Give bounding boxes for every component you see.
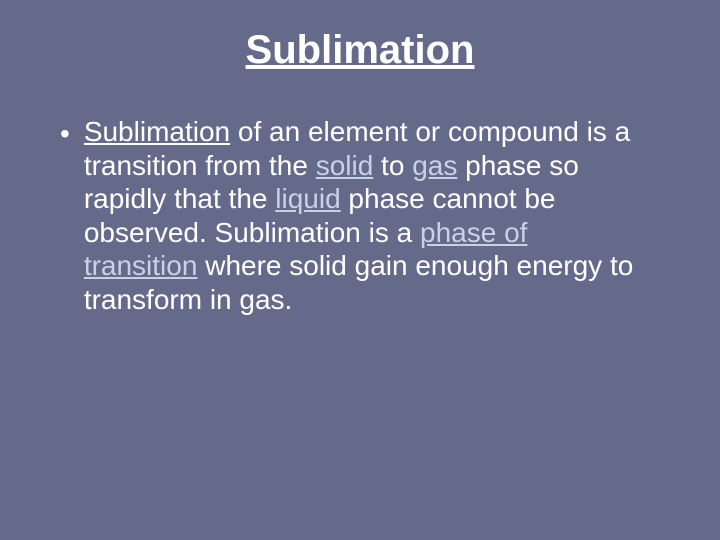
body-paragraph: Sublimation of an element or compound is… [84, 115, 644, 317]
slide-title: Sublimation [50, 28, 670, 73]
link-gas[interactable]: gas [412, 150, 457, 181]
link-liquid[interactable]: liquid [275, 183, 340, 214]
link-solid[interactable]: solid [316, 150, 374, 181]
body-text-4: to [373, 150, 412, 181]
bullet-icon: • [60, 117, 70, 151]
bullet-item: • Sublimation of an element or compound … [50, 115, 670, 317]
slide: Sublimation • Sublimation of an element … [0, 0, 720, 540]
term-sublimation: Sublimation [84, 116, 230, 147]
